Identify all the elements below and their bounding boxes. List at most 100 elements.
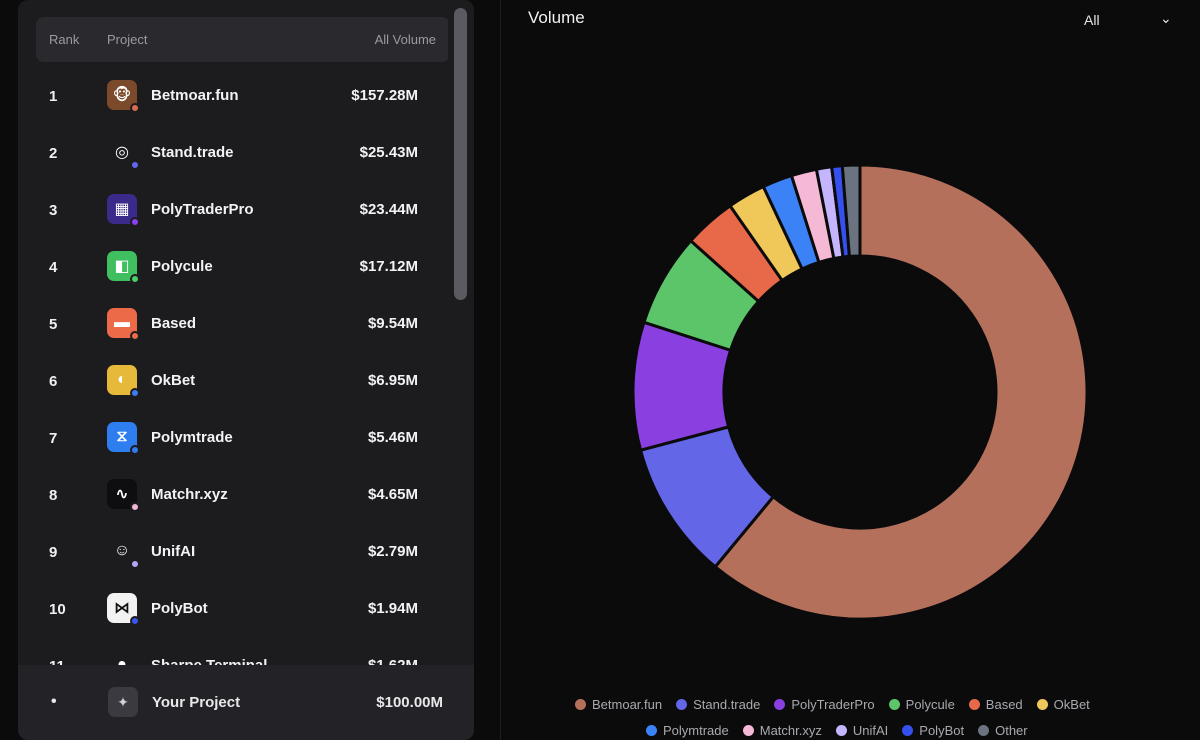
legend-item[interactable]: UnifAI [835,723,888,738]
legend-swatch [978,725,990,736]
row-rank: 9 [49,544,58,561]
project-name[interactable]: Polymtrade [151,429,233,446]
project-logo-glyph: ◎ [115,144,129,161]
row-rank: 2 [49,145,58,162]
header-project: Project [107,32,148,47]
donut-slice-other[interactable] [840,163,862,259]
row-rank: 5 [49,316,58,333]
project-name[interactable]: Stand.trade [151,144,234,161]
project-name[interactable]: Betmoar.fun [151,87,239,104]
header-volume[interactable]: All Volume [374,32,436,47]
project-logo-glyph: ● [117,656,127,665]
table-row[interactable]: 9 ☺ UnifAI $2.79M [18,524,448,580]
project-volume: $17.12M [359,258,418,275]
table-row[interactable]: 1 🐵 Betmoar.fun $157.28M [18,68,448,124]
project-volume: $1.94M [367,600,418,617]
legend-label: Polymtrade [663,723,729,738]
period-select[interactable]: All ⌄ [1080,6,1180,32]
table-row[interactable]: 10 ⋈ PolyBot $1.94M [18,581,448,637]
legend-item[interactable]: PolyTraderPro [774,697,875,712]
legend-label: Polycule [905,697,955,712]
legend-swatch [835,725,847,736]
scrollbar-thumb[interactable] [454,8,467,300]
sparkle-icon: ✦ [108,687,138,717]
table-row[interactable]: 4 ◧ Polycule $17.12M [18,239,448,295]
chain-badge-icon [130,559,140,569]
table-header: Rank Project All Volume [36,17,448,62]
project-name[interactable]: Polycule [151,258,213,275]
chain-badge-icon [130,160,140,170]
row-rank: 8 [49,487,58,504]
legend-item[interactable]: Other [978,723,1028,738]
table-row[interactable]: 5 ▬ Based $9.54M [18,296,448,352]
legend-swatch [1036,699,1048,710]
header-rank: Rank [49,32,80,47]
project-volume: $4.65M [367,486,418,503]
leaderboard-panel: Rank Project All Volume 1 🐵 Betmoar.fun $15… [18,0,474,740]
legend-item[interactable]: Betmoar.fun [575,697,662,712]
legend-swatch [774,699,786,710]
project-logo-icon: ⋈ [107,593,140,626]
project-volume: $25.43M [359,144,418,161]
chain-badge-icon [130,331,140,341]
project-volume: $1.62M [368,657,418,665]
table-row[interactable]: 8 ∿ Matchr.xyz $4.65M [18,467,448,523]
chain-badge-icon [130,616,140,626]
row-rank: 6 [49,373,58,390]
legend-item[interactable]: Polycule [888,697,955,712]
project-logo-glyph: ⧖ [116,428,128,445]
period-select-value: All [1084,12,1100,28]
table-row[interactable]: 2 ◎ Stand.trade $25.43M [18,125,448,181]
project-name[interactable]: Sharpe Terminal [151,657,267,665]
project-name[interactable]: PolyBot [151,600,208,617]
legend-item[interactable]: Polymtrade [646,723,729,738]
your-project-volume: $100.00M [376,694,443,711]
legend-label: OkBet [1053,697,1090,712]
row-rank: 10 [49,601,66,618]
table-row[interactable]: 7 ⧖ Polymtrade $5.46M [18,410,448,466]
chain-badge-icon [130,388,140,398]
legend-label: Betmoar.fun [592,697,663,712]
chevron-down-icon: ⌄ [1160,10,1172,26]
project-name[interactable]: OkBet [151,372,196,389]
project-logo-icon: ☺ [107,536,140,569]
project-logo-icon: ⧖ [107,422,140,455]
project-volume: $23.44M [359,201,418,218]
project-volume: $5.46M [367,429,418,446]
legend-label: Matchr.xyz [759,723,822,738]
table-row[interactable]: 11 ● Sharpe Terminal $1.62M [18,638,448,665]
project-logo-glyph: ∿ [115,486,129,503]
project-name[interactable]: UnifAI [151,543,196,560]
legend-item[interactable]: PolyBot [902,723,964,738]
project-volume: $9.54M [367,315,418,332]
project-volume: $157.28M [351,87,418,104]
project-name[interactable]: Based [151,315,197,332]
legend-swatch [742,725,754,736]
legend-item[interactable]: Stand.trade [676,697,760,712]
legend-item[interactable]: OkBet [1036,697,1090,712]
project-logo-icon: ● [107,650,137,665]
legend-swatch [902,725,914,736]
project-name[interactable]: PolyTraderPro [151,201,254,218]
legend-item[interactable]: Based [968,697,1023,712]
project-logo-icon: ▦ [107,194,140,227]
project-logo-icon: ∿ [107,479,140,512]
row-rank: 7 [49,430,58,447]
donut-slice-betmoar-fun[interactable] [713,163,1089,621]
legend-line-1: Betmoar.fun Stand.trade PolyTraderPro Polyc… [575,697,1104,712]
project-logo-icon: ◧ [107,251,140,284]
table-row[interactable]: 6 ◐ OkBet $6.95M [18,353,448,409]
chain-badge-icon [130,217,140,227]
chart-title: Volume [528,8,585,27]
your-project-row[interactable]: • ✦ Your Project $100.00M [18,665,474,740]
project-logo-glyph: ▬ [114,314,130,331]
legend-label: PolyTraderPro [791,697,875,712]
project-name[interactable]: Matchr.xyz [151,486,228,503]
row-rank: 3 [49,202,58,219]
legend-item[interactable]: Matchr.xyz [742,723,822,738]
project-logo-glyph: ☺ [113,542,131,559]
project-logo-glyph: 🐵 [112,87,132,104]
project-logo-glyph: ▦ [114,201,130,218]
legend-swatch [676,699,688,710]
table-row[interactable]: 3 ▦ PolyTraderPro $23.44M [18,182,448,238]
